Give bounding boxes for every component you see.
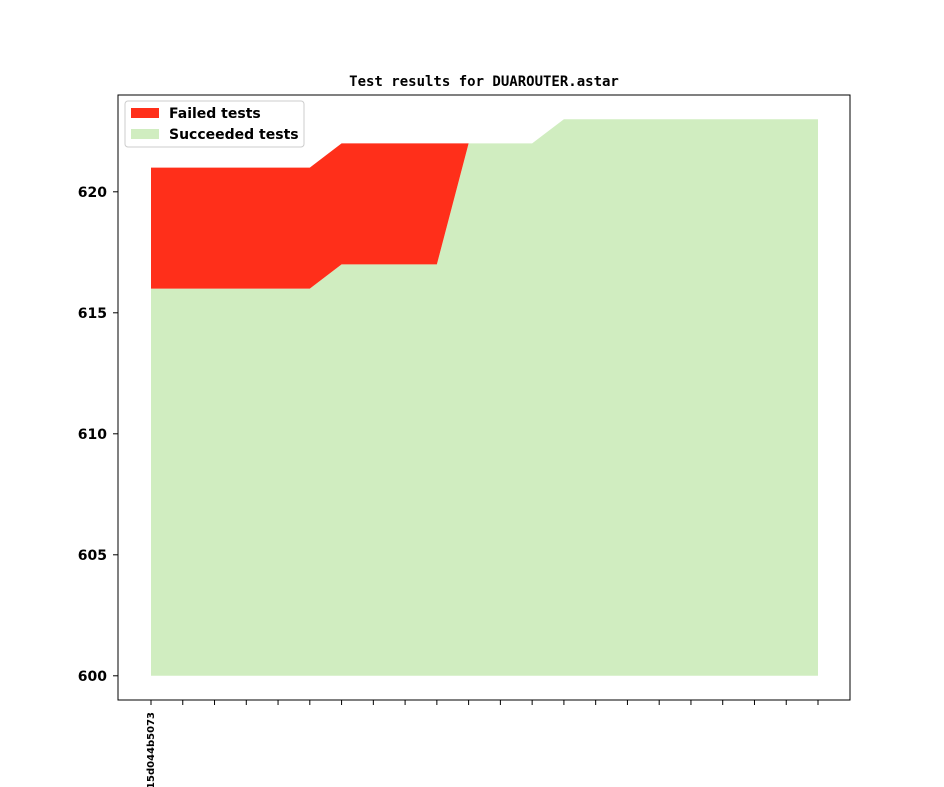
legend: Failed tests Succeeded tests xyxy=(124,100,305,148)
y-tick-label: 600 xyxy=(78,669,107,685)
area-failed-tests xyxy=(151,119,818,289)
y-tick-label: 610 xyxy=(78,427,107,443)
x-axis: 15d044b5073 xyxy=(146,700,819,787)
y-tick-label: 605 xyxy=(78,548,107,564)
y-tick-label: 620 xyxy=(78,185,107,201)
legend-swatch-failed-tests xyxy=(131,108,159,118)
legend-label-failed-tests: Failed tests xyxy=(169,106,261,122)
chart-title: Test results for DUAROUTER.astar xyxy=(349,74,619,90)
plot-areas xyxy=(151,119,818,676)
x-tick-label: 15d044b5073 xyxy=(146,712,157,787)
legend-box xyxy=(124,100,305,148)
plot-frame xyxy=(117,94,851,701)
y-tick-label: 615 xyxy=(78,306,107,322)
legend-swatch-succeeded-tests xyxy=(131,129,159,139)
legend-label-succeeded-tests: Succeeded tests xyxy=(169,127,299,143)
y-axis: 600 605 610 615 620 xyxy=(78,185,118,685)
area-succeeded-tests xyxy=(151,119,818,676)
